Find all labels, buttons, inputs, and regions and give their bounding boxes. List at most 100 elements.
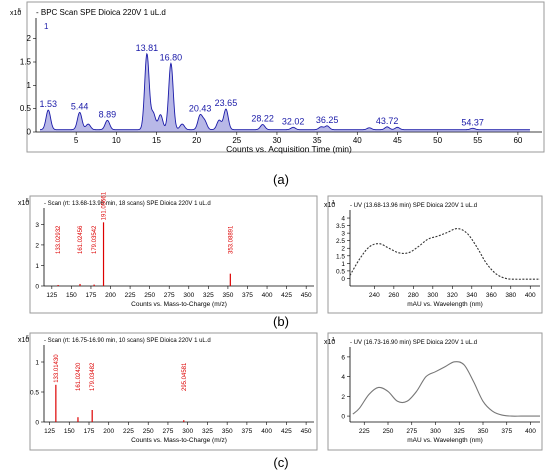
x-tick-label: 300 (430, 428, 441, 435)
subfigure-label-c: (c) (273, 455, 288, 470)
x-tick-label: 400 (525, 292, 536, 299)
x-tick-label: 375 (241, 428, 252, 435)
peak-label: 36.25 (316, 115, 339, 125)
y-exponent: 6 (26, 335, 29, 341)
panel-c-uv-frame (327, 332, 543, 451)
peak-label: 8.89 (99, 109, 117, 119)
y-exponent: 5 (26, 198, 29, 204)
x-tick-label: 275 (406, 428, 417, 435)
panel-b-ms-frame (29, 195, 318, 314)
trace-index: 1 (44, 22, 49, 31)
y-tick-label: 0.5 (30, 390, 39, 397)
panel-c-ms-frame (29, 332, 318, 451)
ms-peak-label: 295.04581 (182, 362, 188, 391)
x-tick-label: 350 (222, 292, 233, 299)
chart-title: - UV (16.73-16.90 min) SPE Dioica 220V 1… (350, 340, 477, 346)
x-tick-label: 260 (388, 292, 399, 299)
x-tick-label: 425 (281, 428, 292, 435)
chart-title: - Scan (rt: 16.75-16.90 min, 10 scans) S… (44, 338, 211, 344)
x-tick-label: 320 (447, 292, 458, 299)
y-tick-label: 1 (27, 81, 32, 90)
x-tick-label: 200 (105, 292, 116, 299)
y-tick-label: 2 (341, 246, 345, 253)
x-tick-label: 55 (473, 136, 482, 145)
y-tick-label: 0.5 (336, 268, 345, 275)
x-tick-label: 10 (112, 136, 121, 145)
x-tick-label: 240 (369, 292, 380, 299)
x-tick-label: 280 (408, 292, 419, 299)
x-tick-label: 450 (301, 428, 312, 435)
x-tick-label: 275 (163, 428, 174, 435)
x-tick-label: 225 (359, 428, 370, 435)
x-tick-label: 200 (103, 428, 114, 435)
y-tick-label: 3 (35, 222, 39, 229)
y-multiplier: x10 (324, 202, 335, 209)
x-tick-label: 340 (466, 292, 477, 299)
subfigure-label-b: (b) (273, 314, 289, 329)
uv-trace (352, 361, 540, 417)
x-tick-label: 300 (183, 292, 194, 299)
y-tick-label: 1 (35, 360, 39, 367)
uv-trace (349, 228, 540, 280)
y-exponent: 1 (332, 337, 335, 343)
x-tick-label: 175 (86, 292, 97, 299)
x-tick-label: 360 (486, 292, 497, 299)
x-tick-label: 300 (427, 292, 438, 299)
x-tick-label: 275 (164, 292, 175, 299)
x-tick-label: 300 (182, 428, 193, 435)
trace-line (39, 52, 530, 131)
x-axis-label: Counts vs. Mass-to-Charge (m/z) (131, 301, 227, 308)
ms-peak-label: 179.03542 (92, 225, 98, 254)
x-tick-label: 20 (192, 136, 201, 145)
x-tick-label: 50 (433, 136, 442, 145)
ms-peak-label: 191.05661 (102, 191, 108, 220)
x-tick-label: 250 (383, 428, 394, 435)
x-tick-label: 325 (203, 292, 214, 299)
y-tick-label: 0 (27, 128, 32, 137)
ms-peak-label: 179.03482 (90, 362, 96, 391)
x-tick-label: 60 (513, 136, 522, 145)
x-tick-label: 400 (261, 428, 272, 435)
y-tick-label: 0 (35, 420, 39, 427)
x-tick-label: 375 (242, 292, 253, 299)
chart-title: - UV (13.68-13.96 min) SPE Dioica 220V 1… (350, 203, 477, 209)
x-tick-label: 125 (44, 428, 55, 435)
y-tick-label: 3 (341, 231, 345, 238)
peak-label: 5.44 (71, 101, 89, 111)
panel-a-frame (26, 1, 545, 153)
y-tick-label: 2 (35, 242, 39, 249)
chart-title: - Scan (rt: 13.68-13.96 min, 18 scans) S… (44, 201, 211, 207)
x-tick-label: 150 (66, 292, 77, 299)
peak-label: 28.22 (251, 114, 274, 124)
peak-label: 1.53 (40, 99, 58, 109)
x-tick-label: 15 (152, 136, 161, 145)
x-tick-label: 225 (125, 292, 136, 299)
y-tick-label: 1.5 (20, 58, 32, 67)
y-exponent: 1 (332, 200, 335, 206)
y-tick-label: 4 (341, 374, 345, 381)
x-tick-label: 375 (501, 428, 512, 435)
x-tick-label: 350 (478, 428, 489, 435)
y-tick-label: 2 (27, 34, 32, 43)
y-tick-label: 1 (35, 263, 39, 270)
y-multiplier: x10 (324, 339, 335, 346)
ms-peak-label: 133.02932 (56, 225, 62, 254)
ms-peak-label: 161.02420 (76, 362, 82, 391)
x-tick-label: 400 (525, 428, 536, 435)
x-tick-label: 30 (272, 136, 281, 145)
peak-label: 54.37 (461, 117, 484, 127)
chart-title: - BPC Scan SPE Dioica 220V 1 uL.d (36, 8, 166, 17)
x-axis-label: Counts vs. Acquisition Time (min) (226, 144, 352, 154)
ms-peak-label: 353.08891 (228, 225, 234, 254)
y-tick-label: 0.5 (20, 104, 32, 113)
y-tick-label: 4 (341, 216, 345, 223)
x-tick-label: 450 (301, 292, 312, 299)
x-tick-label: 350 (222, 428, 233, 435)
peak-label: 43.72 (376, 116, 399, 126)
